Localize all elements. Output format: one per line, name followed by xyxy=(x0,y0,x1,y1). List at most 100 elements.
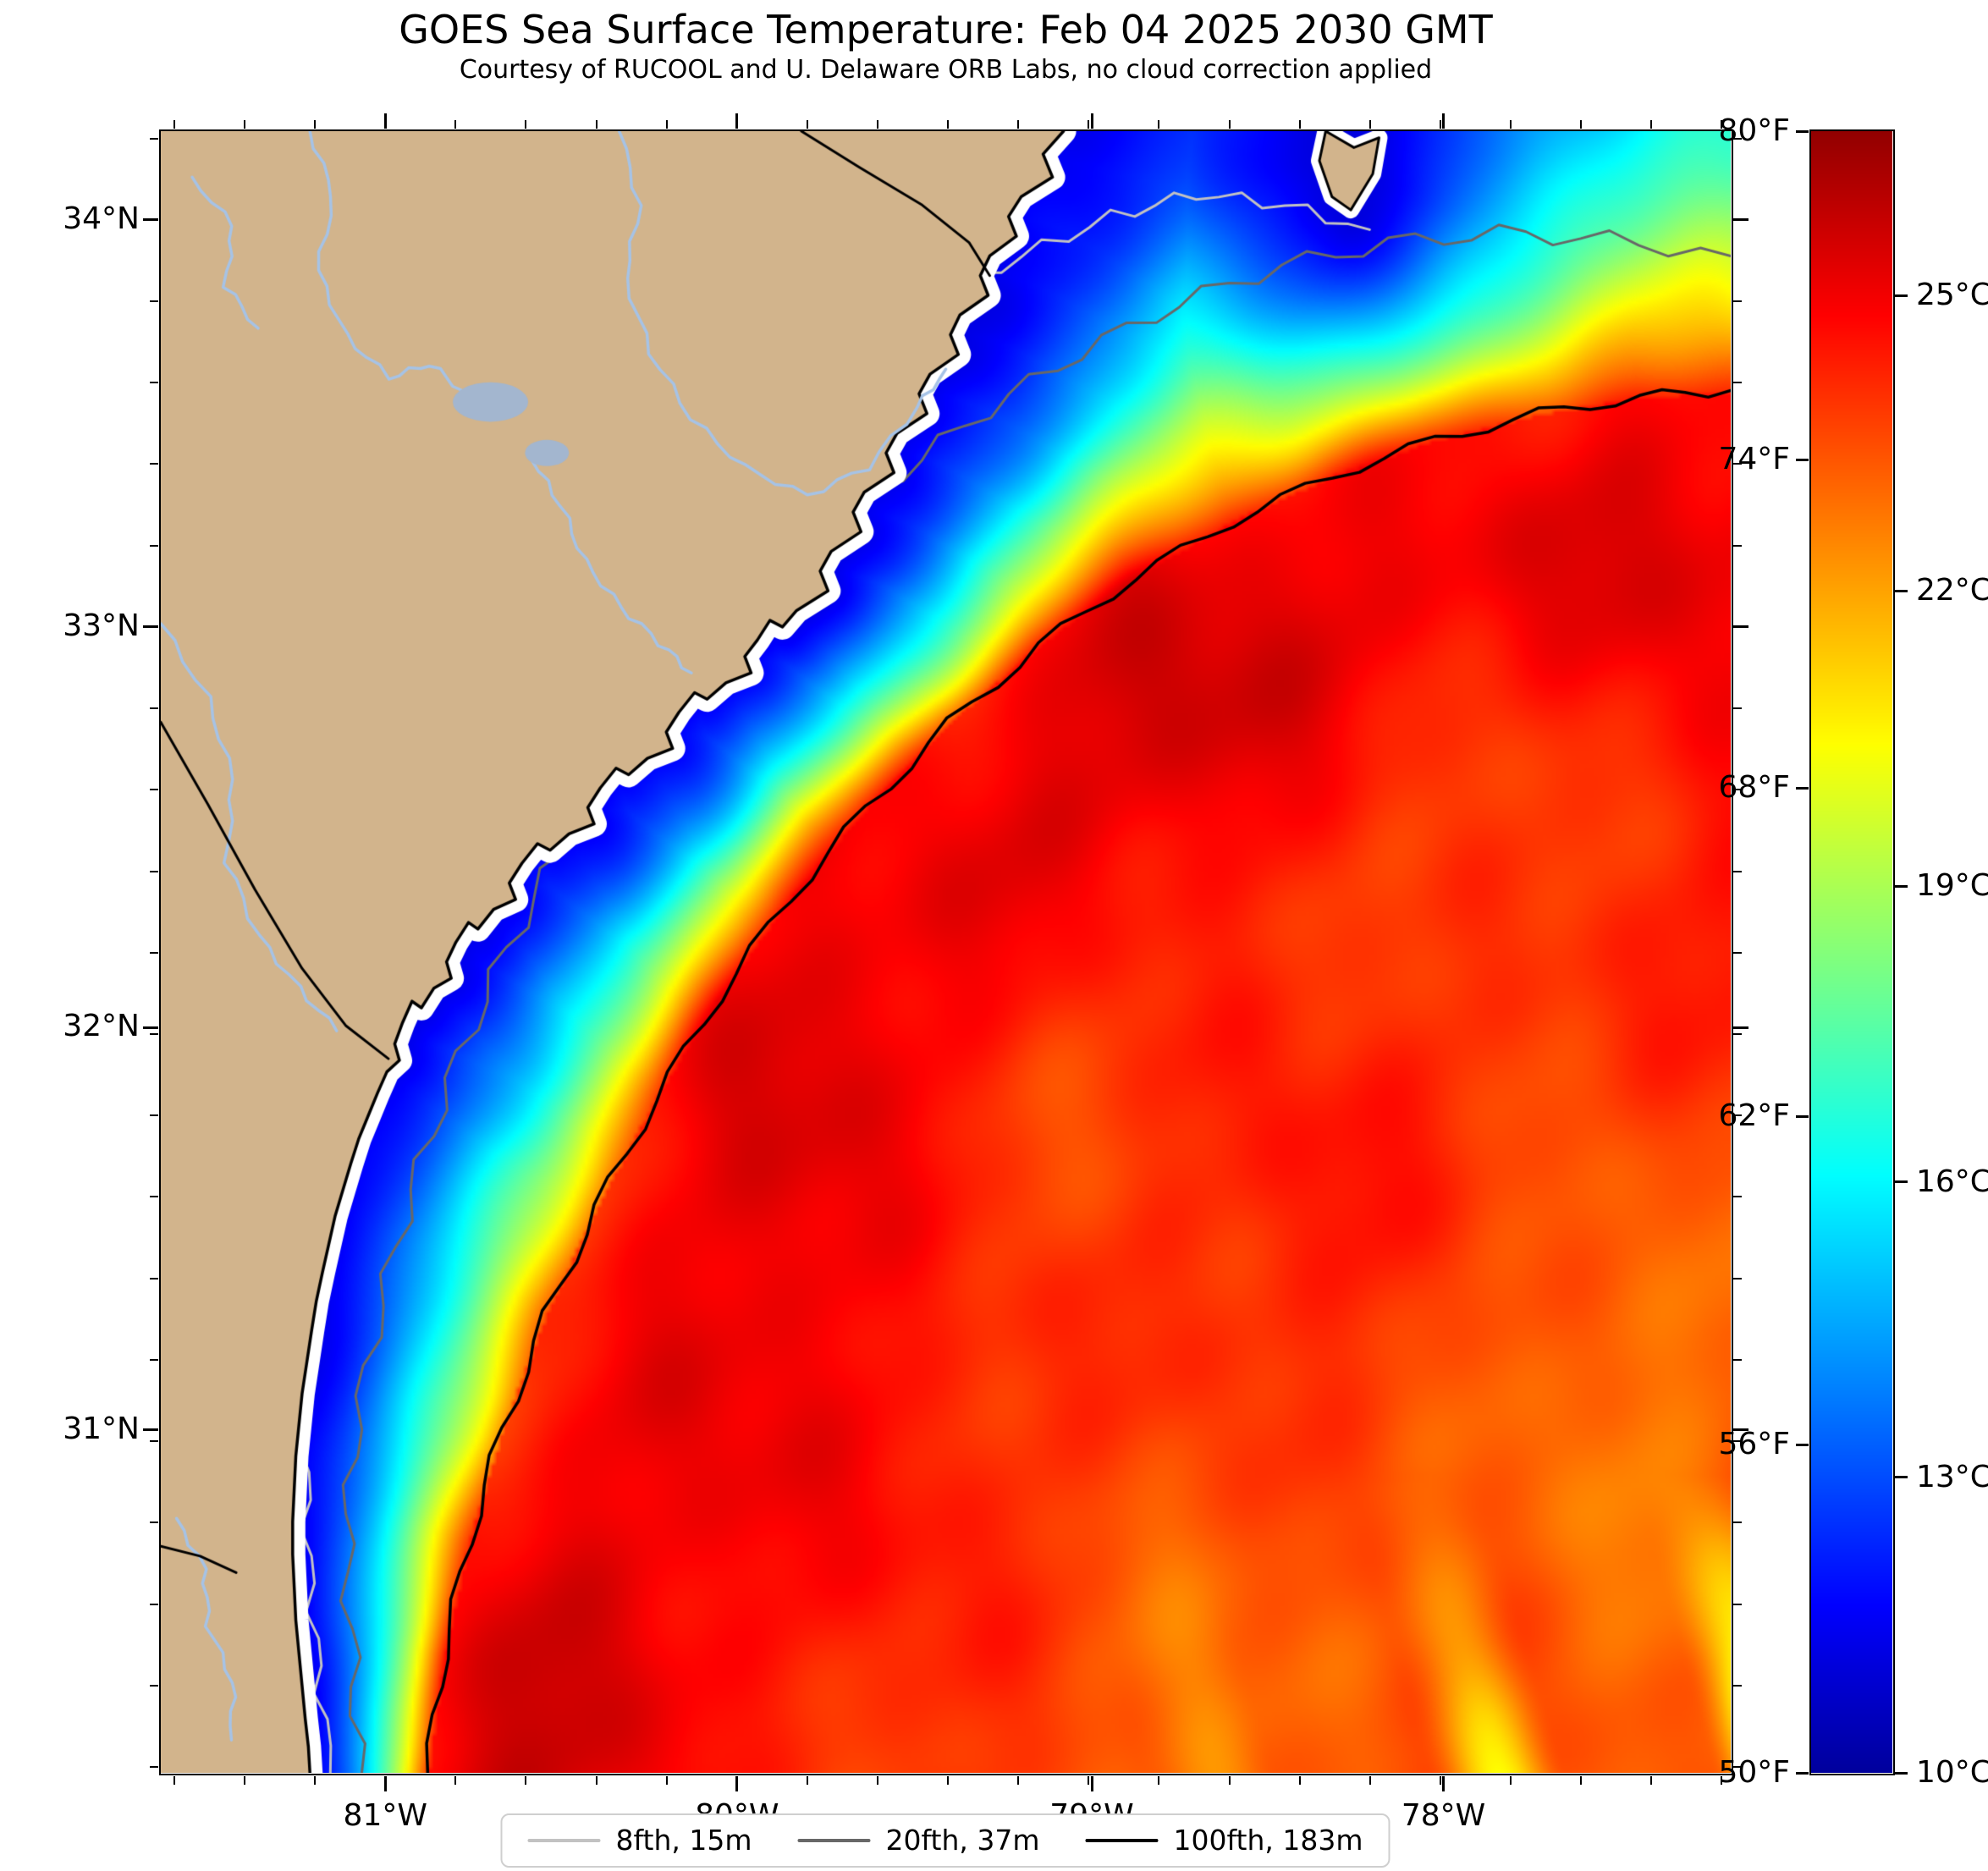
y-major-tick xyxy=(1733,625,1748,629)
colorbar-tick-c xyxy=(1895,294,1908,297)
x-minor-tick xyxy=(806,1776,808,1785)
x-minor-tick xyxy=(173,1776,175,1785)
x-minor-tick xyxy=(595,1776,598,1785)
x-minor-tick xyxy=(665,1776,668,1785)
legend-item: 8fth, 15m xyxy=(527,1824,752,1857)
y-minor-tick xyxy=(1733,789,1742,791)
x-minor-tick xyxy=(1580,1776,1583,1785)
x-minor-tick xyxy=(1650,1776,1653,1785)
x-minor-tick xyxy=(1580,120,1583,129)
y-tick-label: 31°N xyxy=(63,1411,140,1446)
x-minor-tick xyxy=(1017,1776,1020,1785)
y-minor-tick xyxy=(150,1684,158,1687)
y-minor-tick xyxy=(1733,951,1742,954)
y-major-tick xyxy=(143,218,158,222)
y-major-tick xyxy=(1733,1026,1748,1029)
x-minor-tick xyxy=(947,1776,950,1785)
colorbar: 80°F 74°F 68°F 62°F 56°F 50°F 25°C 22°C 19°C 16°C… xyxy=(1718,113,1988,1790)
colorbar-tick-c xyxy=(1895,1771,1908,1775)
x-major-tick xyxy=(1090,113,1093,129)
y-major-tick xyxy=(143,625,158,629)
x-minor-tick xyxy=(1298,1776,1301,1785)
x-minor-tick xyxy=(1298,120,1301,129)
y-minor-tick xyxy=(150,1033,158,1035)
legend-line-sample xyxy=(527,1839,601,1842)
y-minor-tick xyxy=(1733,300,1742,302)
y-minor-tick xyxy=(150,707,158,710)
y-minor-tick xyxy=(1733,544,1742,547)
y-minor-tick xyxy=(150,1196,158,1198)
x-minor-tick xyxy=(1017,120,1020,129)
y-minor-tick xyxy=(150,789,158,791)
x-minor-tick xyxy=(876,120,878,129)
x-minor-tick xyxy=(1158,120,1160,129)
x-minor-tick xyxy=(806,120,808,129)
y-minor-tick xyxy=(150,382,158,384)
x-minor-tick xyxy=(1721,120,1723,129)
x-major-tick xyxy=(383,113,387,129)
y-minor-tick xyxy=(150,1277,158,1279)
colorbar-label-f: 56°F xyxy=(1718,1427,1790,1461)
colorbar-tick-f xyxy=(1796,1443,1809,1446)
x-minor-tick xyxy=(1721,1776,1723,1785)
y-major-tick xyxy=(143,1026,158,1029)
colorbar-tick-f xyxy=(1796,786,1809,790)
x-minor-tick xyxy=(314,1776,317,1785)
x-minor-tick xyxy=(1439,120,1441,129)
colorbar-tick-f xyxy=(1796,1771,1809,1775)
x-major-tick xyxy=(1442,1776,1446,1791)
legend-box: 8fth, 15m 20fth, 37m 100fth, 183m xyxy=(500,1813,1390,1868)
y-minor-tick xyxy=(1733,1277,1742,1279)
legend-item: 100fth, 183m xyxy=(1085,1824,1363,1857)
x-major-tick xyxy=(735,1776,739,1791)
y-minor-tick xyxy=(1733,1440,1742,1443)
colorbar-label-c: 25°C xyxy=(1916,278,1988,312)
x-minor-tick xyxy=(525,1776,527,1785)
x-minor-tick xyxy=(947,120,950,129)
colorbar-tick-f xyxy=(1796,458,1809,461)
y-major-tick xyxy=(143,1428,158,1432)
x-minor-tick xyxy=(454,120,457,129)
chart-subtitle: Courtesy of RUCOOL and U. Delaware ORB L… xyxy=(459,55,1433,85)
colorbar-gradient-canvas xyxy=(1811,131,1892,1773)
y-minor-tick xyxy=(1733,137,1742,140)
colorbar-label-f: 74°F xyxy=(1718,442,1790,476)
x-minor-tick xyxy=(595,120,598,129)
x-tick-label: 81°W xyxy=(343,1798,427,1833)
y-minor-tick xyxy=(1733,707,1742,710)
colorbar-label-f: 50°F xyxy=(1718,1755,1790,1790)
x-minor-tick xyxy=(1509,1776,1512,1785)
y-minor-tick xyxy=(1733,1522,1742,1524)
y-tick-label: 34°N xyxy=(63,201,140,236)
legend-item: 20fth, 37m xyxy=(797,1824,1040,1857)
y-tick-label: 32°N xyxy=(63,1009,140,1044)
y-major-tick xyxy=(1733,218,1748,222)
x-minor-tick xyxy=(1368,120,1371,129)
y-minor-tick xyxy=(1733,463,1742,465)
colorbar-label-c: 19°C xyxy=(1916,868,1988,904)
colorbar-label-c: 22°C xyxy=(1916,573,1988,608)
y-minor-tick xyxy=(1733,1196,1742,1198)
y-minor-tick xyxy=(1733,1114,1742,1117)
y-minor-tick xyxy=(1733,870,1742,872)
x-major-tick xyxy=(1442,113,1446,129)
x-minor-tick xyxy=(1509,120,1512,129)
x-minor-tick xyxy=(876,1776,878,1785)
x-minor-tick xyxy=(525,120,527,129)
y-minor-tick xyxy=(1733,1684,1742,1687)
y-minor-tick xyxy=(150,300,158,302)
y-minor-tick xyxy=(150,1522,158,1524)
x-tick-label: 78°W xyxy=(1401,1798,1486,1833)
y-minor-tick xyxy=(150,951,158,954)
x-minor-tick xyxy=(1088,1776,1090,1785)
x-minor-tick xyxy=(1439,1776,1441,1785)
x-minor-tick xyxy=(1228,1776,1231,1785)
x-minor-tick xyxy=(1158,1776,1160,1785)
x-minor-tick xyxy=(314,120,317,129)
y-minor-tick xyxy=(150,1603,158,1605)
y-minor-tick xyxy=(150,1766,158,1769)
y-minor-tick xyxy=(1733,382,1742,384)
y-minor-tick xyxy=(150,870,158,872)
legend-label: 8fth, 15m xyxy=(615,1824,752,1857)
